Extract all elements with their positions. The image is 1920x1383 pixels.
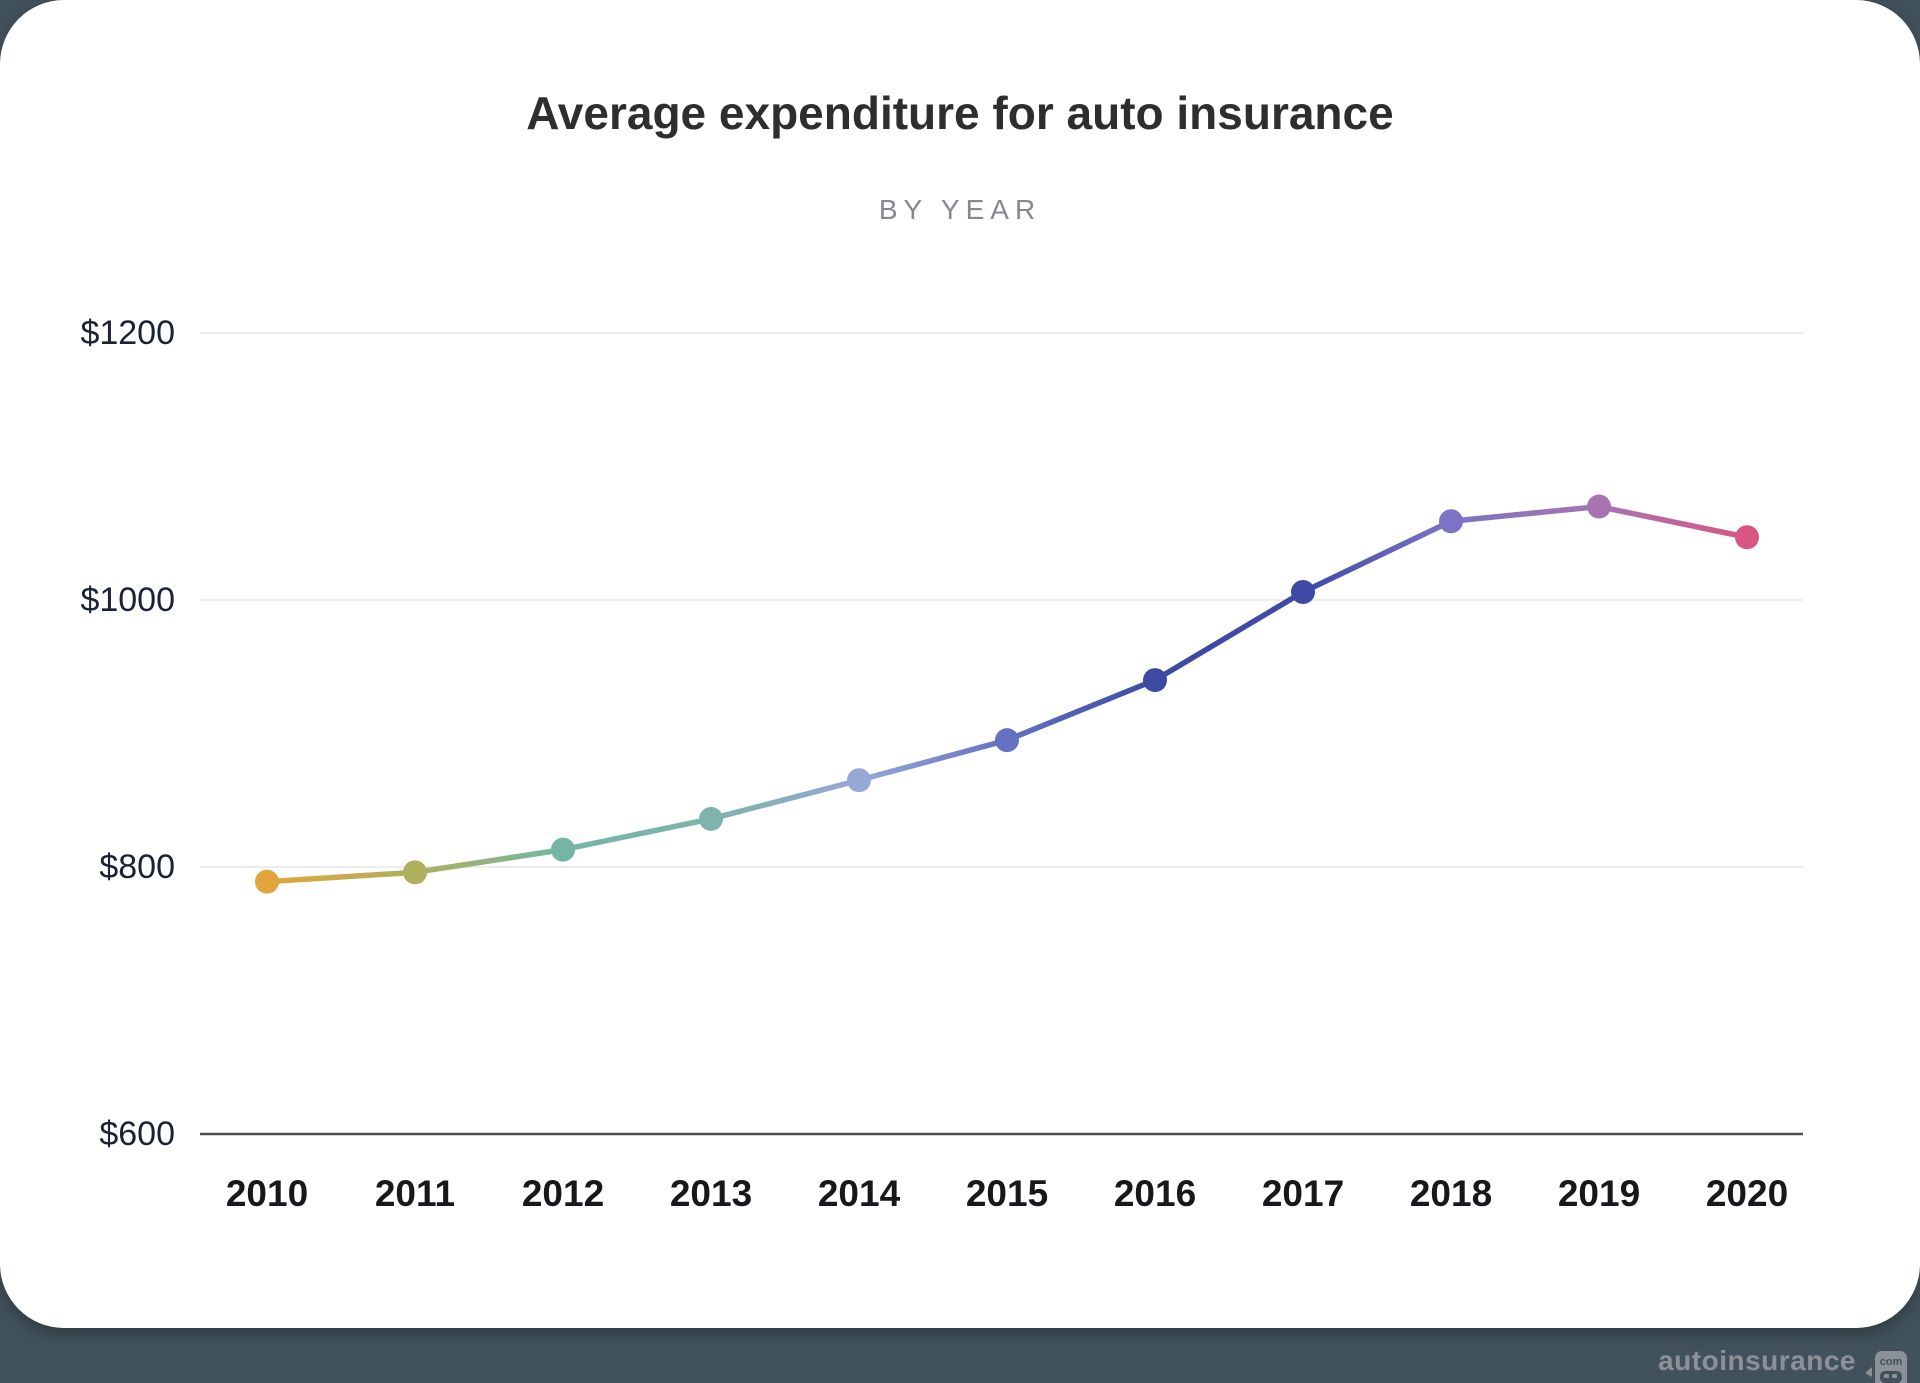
car-window-right (1892, 1374, 1897, 1378)
brand-car-icon: com (1865, 1351, 1907, 1383)
x-tick-label: 2020 (1706, 1173, 1788, 1214)
data-point-2015 (995, 728, 1019, 753)
chart-svg: $1200 $1000 $800 $600 2010 2011 2012 2013 2014 20… (80, 314, 1803, 1214)
car-window-left (1884, 1374, 1889, 1378)
data-point-2012 (551, 837, 575, 862)
data-point-2016 (1143, 668, 1167, 693)
y-tick-label: $600 (99, 1115, 175, 1153)
data-point-2020 (1735, 525, 1759, 550)
x-tick-label: 2012 (522, 1173, 604, 1214)
data-point-2019 (1587, 494, 1611, 519)
x-tick-label: 2017 (1262, 1173, 1344, 1214)
y-tick-label: $1200 (80, 314, 175, 352)
data-point-2013 (699, 806, 723, 831)
chart-title: Average expenditure for auto insurance (526, 87, 1394, 139)
data-point-2010 (255, 869, 279, 894)
chart-subtitle: BY YEAR (878, 194, 1042, 225)
data-point-2017 (1291, 579, 1315, 604)
data-line (264, 503, 1750, 885)
y-tick-label: $1000 (80, 581, 175, 619)
x-tick-label: 2010 (226, 1173, 308, 1214)
data-point-2018 (1439, 509, 1463, 534)
car-body (1880, 1371, 1902, 1383)
x-tick-label: 2019 (1558, 1173, 1640, 1214)
x-tick-label: 2018 (1410, 1173, 1492, 1214)
x-tick-label: 2013 (670, 1173, 752, 1214)
data-point-2011 (403, 860, 427, 885)
brand-name: autoinsurance (1658, 1345, 1856, 1376)
x-tick-label: 2011 (375, 1173, 455, 1214)
y-tick-label: $800 (99, 848, 175, 886)
chart-card: Average expenditure for auto insurance B… (0, 0, 1920, 1328)
brand-watermark: autoinsurance com (1658, 1344, 1907, 1383)
x-tick-label: 2015 (966, 1173, 1048, 1214)
x-tick-label: 2014 (818, 1173, 901, 1214)
bubble-tail (1865, 1367, 1872, 1377)
badge-text: com (1880, 1356, 1903, 1368)
data-point-2014 (847, 768, 871, 793)
x-tick-label: 2016 (1114, 1173, 1196, 1214)
